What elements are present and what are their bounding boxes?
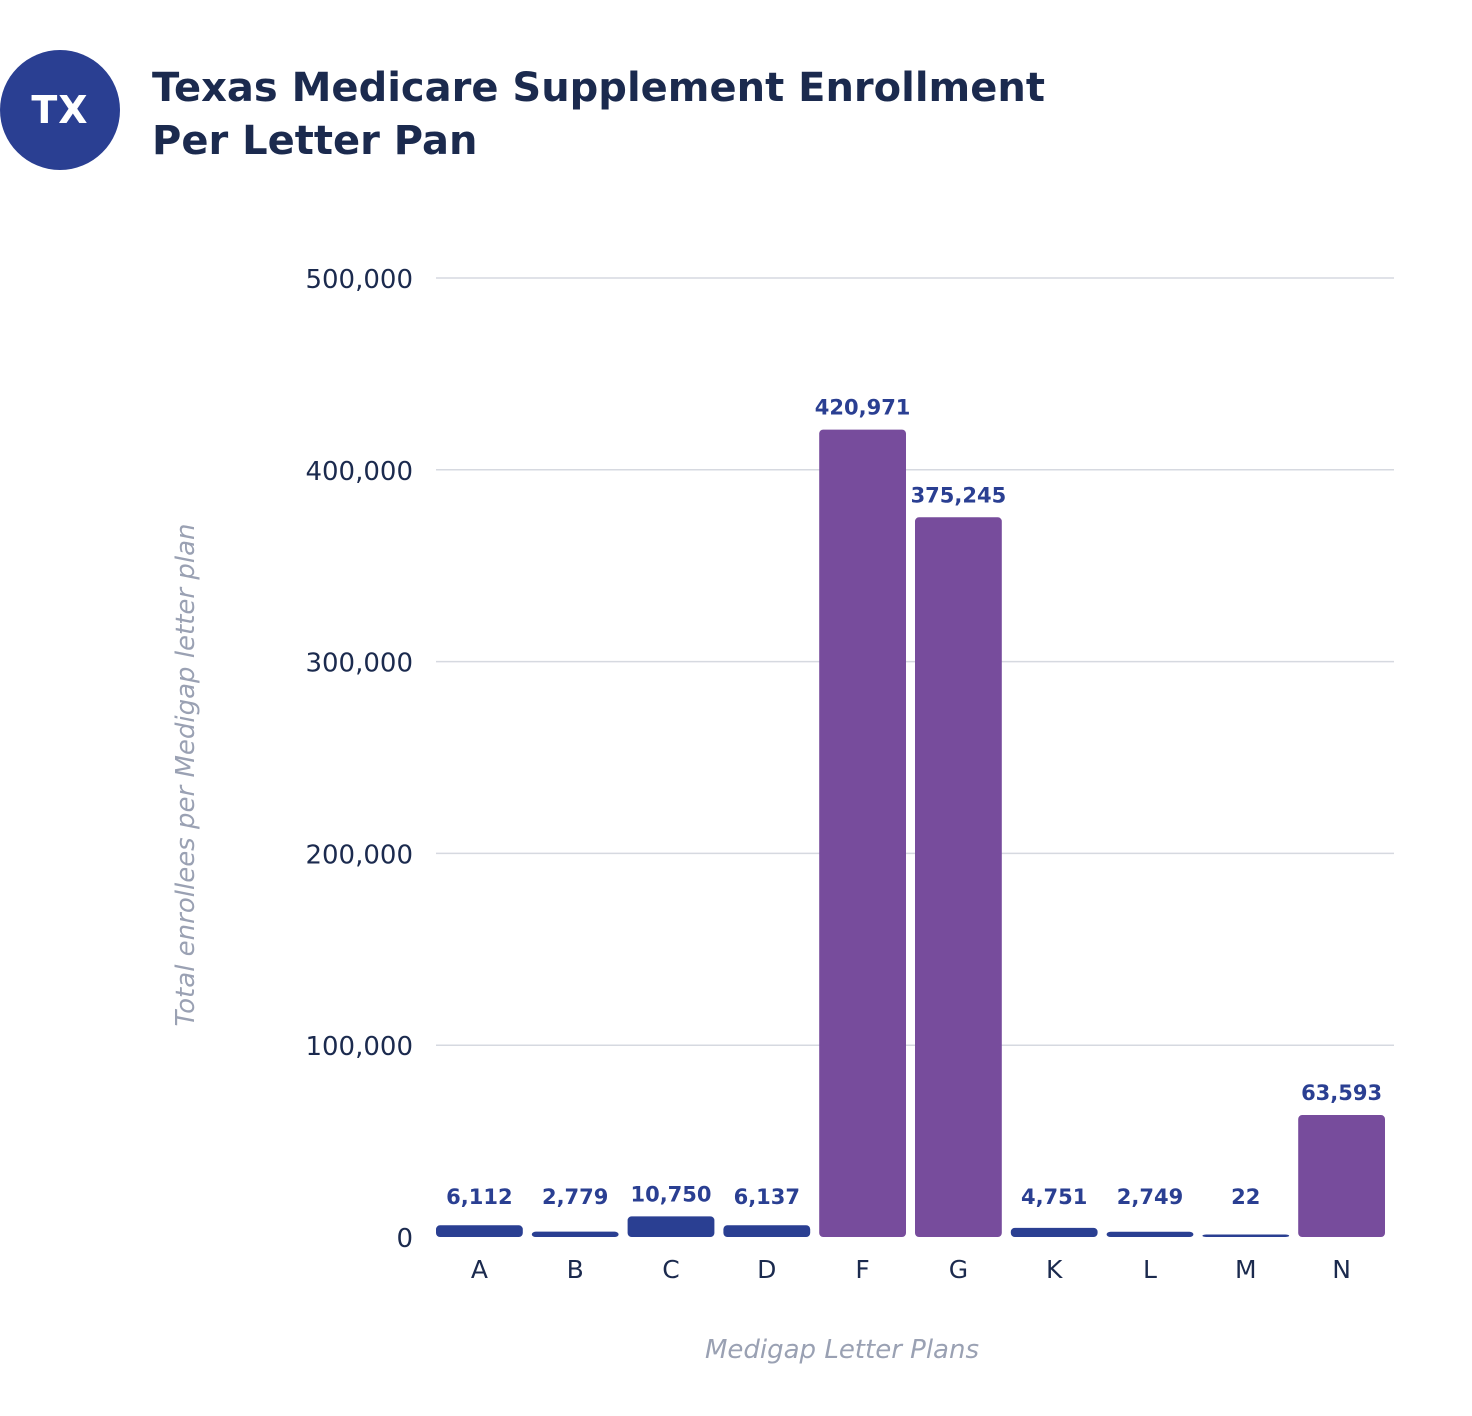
state-badge: TX xyxy=(0,50,120,170)
y-tick-label: 100,000 xyxy=(305,1032,413,1062)
x-tick-label: C xyxy=(662,1255,679,1284)
bar-k xyxy=(1010,1227,1098,1237)
value-label: 2,779 xyxy=(542,1185,608,1209)
x-tick-label: A xyxy=(471,1255,488,1284)
bar-l xyxy=(1106,1231,1194,1237)
value-label: 63,593 xyxy=(1301,1081,1382,1105)
y-axis-ticks: 0 100,000 200,000 300,000 400,000 500,000 xyxy=(305,265,413,1254)
bar-a xyxy=(436,1225,523,1237)
bar-f xyxy=(819,429,906,1237)
chart-title-line-1: Texas Medicare Supplement Enrollment xyxy=(152,65,1045,111)
y-tick-label: 200,000 xyxy=(305,840,413,870)
bar-b xyxy=(531,1231,619,1237)
x-tick-label: D xyxy=(757,1255,776,1284)
bar-m xyxy=(1202,1234,1290,1237)
y-tick-label: 300,000 xyxy=(305,649,413,679)
value-label: 6,112 xyxy=(446,1185,512,1209)
chart-title-line-2: Per Letter Pan xyxy=(152,118,478,164)
x-tick-label: B xyxy=(567,1255,584,1284)
x-tick-label: G xyxy=(949,1255,968,1284)
bar-c xyxy=(627,1216,715,1237)
x-axis-label: Medigap Letter Plans xyxy=(705,1335,979,1365)
value-label: 10,750 xyxy=(630,1182,711,1206)
x-tick-label: K xyxy=(1046,1255,1063,1284)
x-tick-label: M xyxy=(1235,1255,1257,1284)
value-labels: 6,112 2,779 10,750 6,137 420,971 375,245 4,751… xyxy=(446,396,1382,1209)
value-label: 375,245 xyxy=(911,483,1007,507)
value-label: 4,751 xyxy=(1021,1185,1087,1209)
bar-d xyxy=(723,1225,811,1237)
state-badge-label: TX xyxy=(31,88,89,132)
y-tick-label: 0 xyxy=(396,1224,413,1254)
value-label: 420,971 xyxy=(815,396,911,420)
value-label: 22 xyxy=(1231,1185,1260,1209)
y-axis-label: Total enrollees per Medigap letter plan xyxy=(171,523,201,1026)
x-tick-label: L xyxy=(1143,1255,1157,1284)
x-tick-label: F xyxy=(855,1255,869,1284)
bar-n xyxy=(1298,1115,1385,1237)
y-tick-label: 400,000 xyxy=(305,457,413,487)
y-tick-label: 500,000 xyxy=(305,265,413,295)
bar-g xyxy=(915,517,1002,1237)
chart-title: Texas Medicare Supplement Enrollment Per… xyxy=(152,62,1045,168)
bars xyxy=(436,429,1385,1237)
x-tick-label: N xyxy=(1332,1255,1351,1284)
value-label: 2,749 xyxy=(1117,1185,1183,1209)
value-label: 6,137 xyxy=(734,1185,800,1209)
